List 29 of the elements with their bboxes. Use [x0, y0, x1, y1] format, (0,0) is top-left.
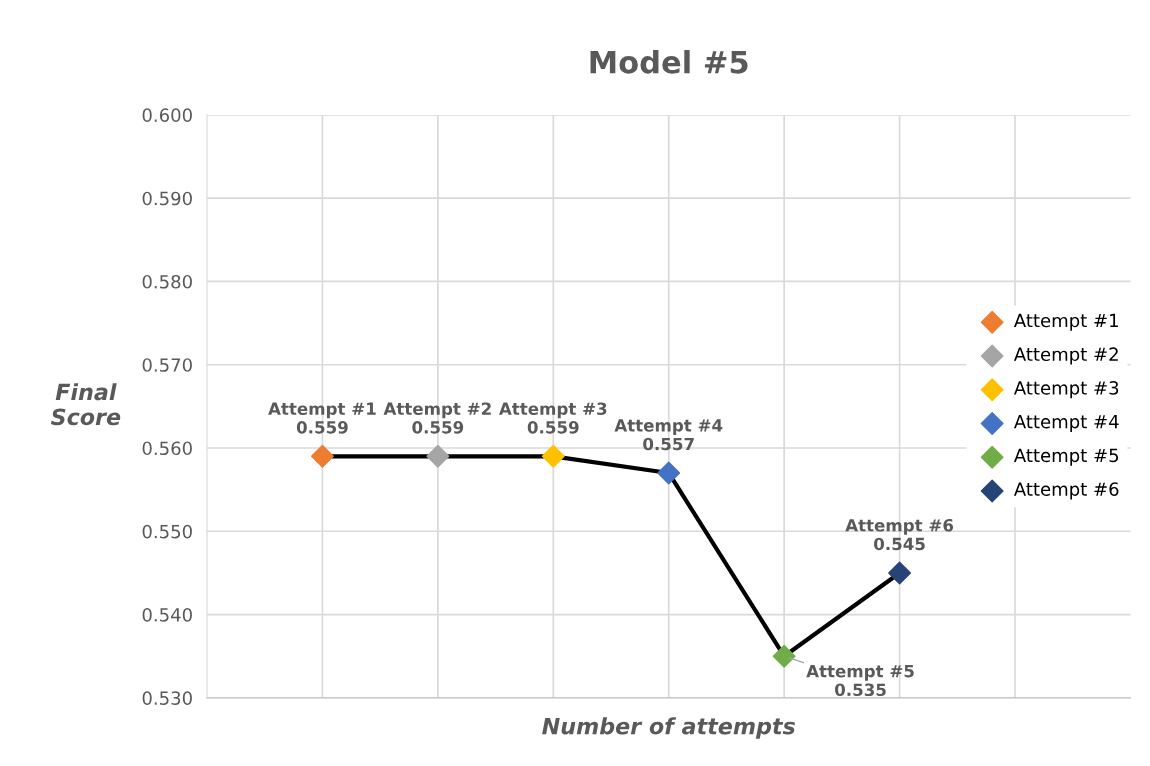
- legend-label: Attempt #4: [1013, 415, 1119, 432]
- y-tick-label: 0.600: [142, 108, 192, 123]
- x-axis-title: Number of attempts: [542, 717, 796, 739]
- legend-label: Attempt #6: [1013, 482, 1119, 500]
- legend-label: Attempt #5: [1013, 448, 1119, 466]
- data-label: Attempt #3 0.559: [498, 402, 607, 434]
- y-tick-label: 0.540: [142, 608, 192, 622]
- legend-label: Attempt #2: [1013, 347, 1118, 365]
- y-tick-label: 0.590: [142, 191, 192, 206]
- legend-label: Attempt #1: [1013, 313, 1118, 331]
- point: [772, 644, 796, 668]
- point: [541, 444, 565, 468]
- y-tick-label: 0.530: [142, 691, 192, 705]
- point: [426, 444, 450, 468]
- y-tick-label: 0.580: [142, 274, 192, 289]
- y-tick-label: 0.570: [142, 358, 192, 372]
- point: [888, 561, 912, 585]
- point: [310, 444, 334, 468]
- y-axis-title: Final Score: [50, 383, 121, 426]
- chart-title: Model #5: [590, 50, 748, 74]
- legend-label: Attempt #3: [1013, 381, 1119, 399]
- data-label: Attempt #6 0.545: [845, 518, 954, 551]
- data-label: Attempt #4 0.557: [614, 419, 723, 451]
- y-tick-label: 0.550: [142, 524, 192, 539]
- data-label: Attempt #5 0.535: [806, 665, 914, 697]
- data-label: Attempt #2 0.559: [383, 402, 491, 434]
- data-label: Attempt #1 0.559: [268, 402, 376, 434]
- y-tick-label: 0.560: [142, 441, 192, 456]
- point: [657, 461, 681, 485]
